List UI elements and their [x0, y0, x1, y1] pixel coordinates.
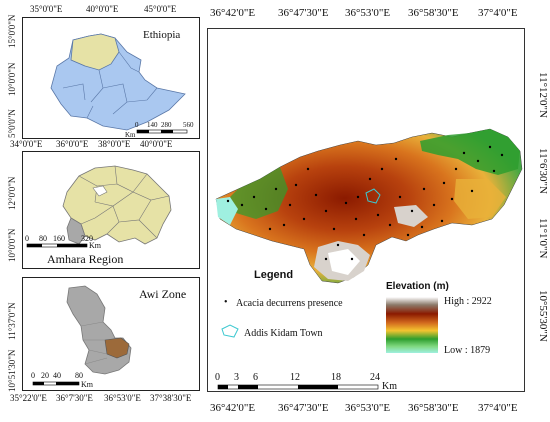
awi-map — [66, 285, 132, 375]
ethiopia-left-tick-2: 5°0'0"N — [7, 109, 17, 138]
legend-title: Legend — [254, 269, 294, 281]
awi-scale-unit: Km — [81, 380, 93, 389]
main-right-tick-1: 11°6'30"N — [537, 148, 549, 194]
presence-label: Acacia decurrens presence — [236, 298, 343, 309]
main-bottom-tick-4: 37°4'0"E — [478, 402, 518, 414]
ethiopia-title: Ethiopia — [143, 29, 181, 41]
presence-points — [226, 145, 504, 261]
awi-bottom-tick-1: 36°7'30"E — [56, 393, 93, 403]
elevation-high-label: High : 2922 — [444, 296, 492, 307]
main-top-tick-2: 36°53'0"E — [345, 7, 391, 19]
amhara-scale-2: 160 — [53, 234, 65, 243]
amhara-scale-0: 0 — [25, 234, 29, 243]
awi-left-tick-0: 11°37'0"N — [7, 302, 17, 340]
study-area — [215, 128, 523, 284]
ethiopia-scale-3: 560 — [183, 121, 194, 129]
main-bottom-tick-3: 36°58'30"E — [408, 402, 459, 414]
main-bottom-tick-0: 36°42'0"E — [210, 402, 256, 414]
ethiopia-map — [50, 33, 186, 131]
elevation-ramp — [386, 297, 438, 353]
main-top-tick-1: 36°47'30"E — [278, 7, 329, 19]
main-scale-5: 24 — [370, 372, 380, 383]
awi-scale-0: 0 — [31, 371, 35, 380]
ethiopia-inset: Ethiopia 0 140 280 560 Km — [22, 17, 200, 139]
ethiopia-top-tick-0: 35°0'0"E — [30, 4, 63, 14]
main-scale-0: 0 — [215, 372, 220, 383]
main-scale-3: 12 — [290, 372, 300, 383]
main-top-tick-0: 36°42'0"E — [210, 7, 256, 19]
elevation-title: Elevation (m) — [386, 281, 449, 292]
main-right-tick-2: 11°1'0"N — [537, 218, 549, 259]
ethiopia-left-tick-0: 15°0'0"N — [7, 14, 17, 48]
main-scale-2: 6 — [253, 372, 258, 383]
amhara-left-tick-1: 10°0'0"N — [7, 228, 17, 262]
awi-bottom-tick-3: 37°38'30"E — [150, 393, 192, 403]
awi-bottom-tick-0: 35°22'0"E — [10, 393, 47, 403]
main-bottom-tick-2: 36°53'0"E — [345, 402, 391, 414]
ethiopia-left-tick-1: 10°0'0"N — [7, 62, 17, 96]
amhara-map — [62, 165, 172, 245]
town-symbol — [221, 324, 239, 338]
main-scale-bar — [217, 384, 379, 390]
awi-inset: Awi Zone 0 20 40 80 Km — [22, 277, 200, 391]
amhara-inset: 0 80 160 320 Km Amhara Region — [22, 151, 200, 269]
amhara-left-tick-0: 12°0'0"N — [7, 176, 17, 210]
awi-title: Awi Zone — [139, 287, 187, 301]
ethiopia-scale-0: 0 — [135, 121, 139, 129]
awi-left-tick-1: 10°51'30"N — [7, 349, 17, 392]
addis-kidam-town-outline — [365, 188, 381, 204]
amhara-scale-1: 80 — [39, 234, 47, 243]
main-map-frame: Legend • Acacia decurrens presence Addis… — [207, 28, 525, 392]
amhara-scale-bar — [26, 243, 88, 248]
main-scale-4: 18 — [331, 372, 341, 383]
amhara-top-tick-0: 34°0'0"E — [10, 139, 43, 149]
amhara-top-tick-3: 40°0'0"E — [140, 139, 173, 149]
town-label: Addis Kidam Town — [244, 328, 323, 339]
amhara-title: Amhara Region — [47, 252, 124, 266]
awi-bottom-tick-2: 36°53'0"E — [104, 393, 141, 403]
main-bottom-tick-1: 36°47'30"E — [278, 402, 329, 414]
main-top-tick-4: 37°4'0"E — [478, 7, 518, 19]
amhara-top-tick-2: 38°0'0"E — [98, 139, 131, 149]
amhara-scale-3: 320 — [81, 234, 93, 243]
main-right-tick-0: 11°12'0"N — [537, 72, 549, 118]
ethiopia-scale-1: 140 — [147, 121, 158, 129]
elevation-low-label: Low : 1879 — [444, 345, 491, 356]
ethiopia-scale-unit: Km — [125, 131, 136, 139]
awi-scale-3: 80 — [75, 371, 83, 380]
main-scale-unit: Km — [382, 381, 397, 392]
awi-scale-2: 40 — [53, 371, 61, 380]
awi-scale-bar — [32, 381, 80, 386]
amhara-top-tick-1: 36°0'0"E — [56, 139, 89, 149]
main-right-tick-3: 10°55'30"N — [537, 290, 549, 342]
main-top-tick-3: 36°58'30"E — [408, 7, 459, 19]
ethiopia-top-tick-2: 45°0'0"E — [144, 4, 177, 14]
ethiopia-scale-bar — [136, 129, 188, 134]
main-scale-1: 3 — [234, 372, 239, 383]
awi-scale-1: 20 — [41, 371, 49, 380]
presence-symbol: • — [224, 297, 228, 308]
elevation-map — [215, 128, 523, 284]
ethiopia-scale-2: 280 — [161, 121, 172, 129]
amhara-scale-unit: Km — [89, 241, 101, 250]
ethiopia-top-tick-1: 40°0'0"E — [86, 4, 119, 14]
